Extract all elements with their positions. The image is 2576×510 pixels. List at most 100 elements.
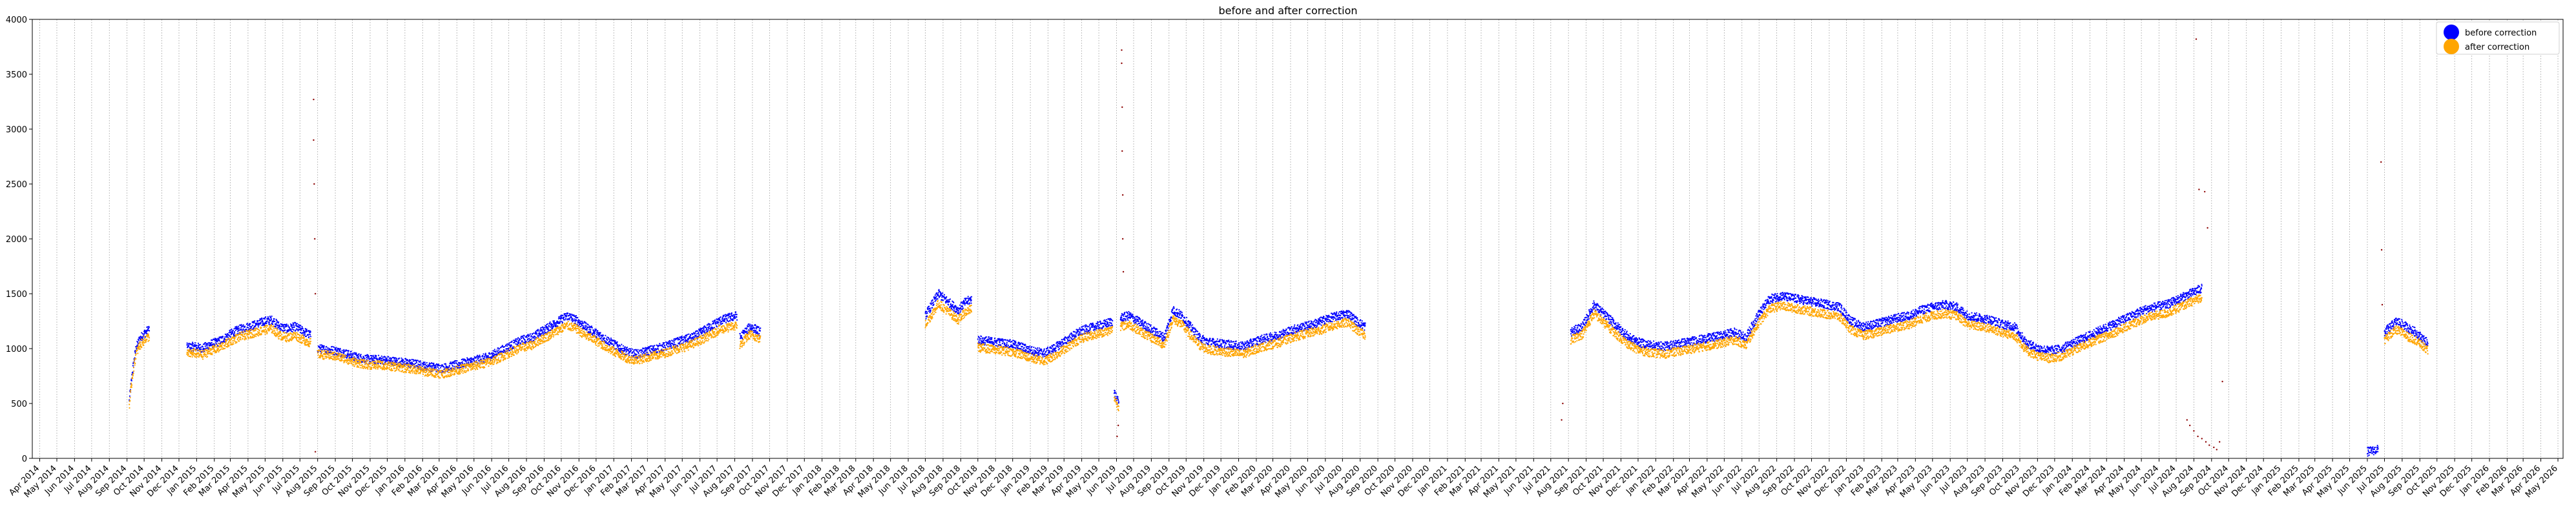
- data-point: [256, 320, 259, 321]
- data-point: [343, 349, 345, 351]
- data-point: [946, 296, 948, 298]
- data-point: [1267, 335, 1269, 338]
- data-point: [999, 338, 1001, 340]
- data-point: [740, 335, 742, 337]
- data-point: [1039, 347, 1041, 349]
- data-point: [970, 298, 971, 300]
- data-point: [189, 347, 191, 349]
- data-point: [293, 329, 295, 331]
- data-point: [419, 361, 421, 363]
- data-point: [1152, 331, 1154, 332]
- data-point: [1109, 321, 1111, 323]
- data-point: [442, 365, 444, 367]
- data-point: [1079, 331, 1081, 333]
- data-point: [1083, 325, 1085, 327]
- data-point: [1105, 321, 1107, 323]
- data-point: [541, 330, 543, 332]
- data-point: [374, 356, 376, 358]
- data-point: [1044, 353, 1046, 355]
- data-point: [1330, 320, 1332, 323]
- data-point: [591, 327, 594, 329]
- data-point: [1217, 344, 1219, 346]
- data-point: [631, 348, 634, 350]
- data-point: [1339, 318, 1342, 320]
- data-point: [1356, 317, 1358, 319]
- data-point: [758, 326, 760, 328]
- data-point: [194, 345, 196, 347]
- data-point: [299, 326, 301, 328]
- data-point: [241, 330, 243, 332]
- data-point: [240, 327, 242, 329]
- data-point: [548, 325, 550, 327]
- data-point: [1331, 321, 1333, 323]
- data-point: [259, 318, 261, 320]
- data-point: [582, 323, 584, 325]
- data-point: [351, 352, 353, 354]
- data-point: [543, 329, 545, 331]
- data-point: [505, 345, 507, 347]
- data-point: [236, 325, 238, 327]
- data-point: [431, 367, 433, 369]
- data-point: [1590, 312, 1592, 314]
- data-point: [1280, 335, 1282, 337]
- data-point: [960, 310, 962, 312]
- data-point: [358, 356, 360, 358]
- data-point: [565, 318, 567, 320]
- data-point: [371, 355, 373, 357]
- data-point: [372, 358, 374, 360]
- data-point: [1318, 323, 1320, 325]
- data-point: [360, 354, 362, 356]
- data-point: [297, 330, 299, 332]
- data-point: [1312, 322, 1314, 324]
- data-point: [572, 321, 574, 323]
- data-point: [138, 340, 140, 342]
- data-point: [1057, 346, 1059, 349]
- data-point: [935, 296, 937, 298]
- data-point: [420, 362, 422, 364]
- data-point: [754, 327, 756, 329]
- data-point: [319, 344, 321, 346]
- data-point: [205, 342, 207, 344]
- data-point: [1316, 320, 1318, 322]
- data-point: [284, 329, 286, 331]
- data-point: [929, 307, 931, 309]
- data-point: [192, 343, 194, 345]
- data-point: [354, 352, 356, 354]
- data-point: [1306, 321, 1308, 323]
- data-point: [1263, 339, 1265, 341]
- data-point: [527, 334, 529, 336]
- data-point: [287, 331, 289, 332]
- data-point: [320, 347, 322, 349]
- data-point: [1588, 315, 1590, 317]
- data-point: [1081, 329, 1083, 331]
- data-point: [1206, 338, 1208, 340]
- data-point: [652, 347, 655, 349]
- data-point: [211, 340, 213, 342]
- data-point: [752, 325, 754, 327]
- data-point: [1083, 329, 1085, 331]
- data-point: [428, 364, 430, 367]
- data-point: [1128, 311, 1130, 312]
- data-point: [421, 365, 423, 367]
- data-point: [309, 334, 311, 336]
- data-point: [1353, 318, 1355, 320]
- data-point: [477, 357, 479, 360]
- data-point: [372, 354, 374, 356]
- data-point: [283, 327, 285, 330]
- data-point: [452, 365, 454, 367]
- data-point: [380, 355, 382, 357]
- data-point: [188, 342, 190, 345]
- data-point: [583, 326, 585, 328]
- data-point: [983, 339, 985, 341]
- data-point: [596, 336, 597, 338]
- data-point: [306, 335, 307, 338]
- data-point: [948, 301, 951, 303]
- data-point: [200, 348, 202, 351]
- data-point: [626, 346, 628, 349]
- data-point: [423, 362, 425, 364]
- data-point: [1574, 331, 1575, 333]
- data-point: [1015, 342, 1017, 344]
- data-point: [672, 343, 674, 345]
- data-point: [384, 356, 386, 358]
- data-point: [619, 345, 621, 347]
